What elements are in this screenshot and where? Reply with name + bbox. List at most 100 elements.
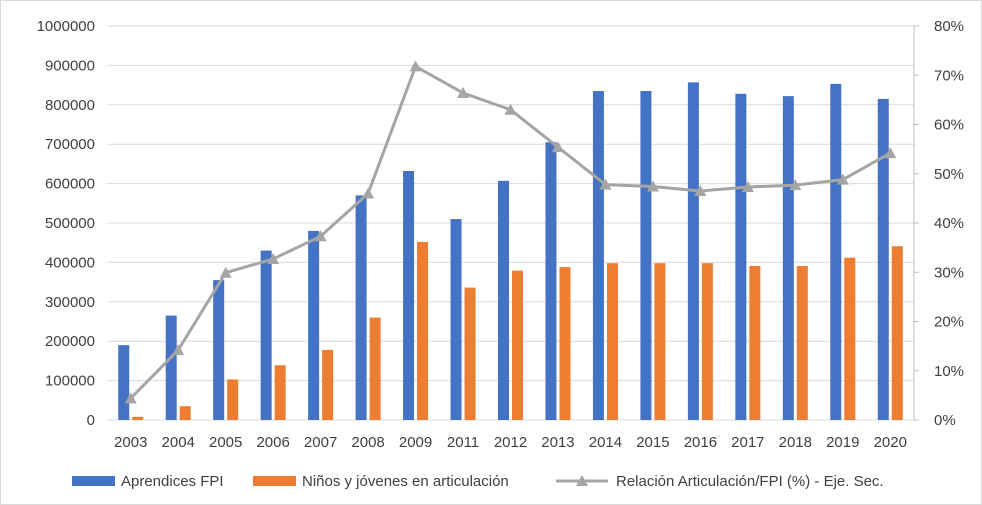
bar [308, 230, 320, 420]
bar [260, 250, 272, 420]
line-point [267, 252, 280, 264]
left-axis-ticks: 0 100000 200000 300000 400000 500000 600000 700… [37, 18, 95, 429]
bar [592, 91, 604, 420]
left-tick-label: 800000 [45, 97, 95, 114]
bar [687, 82, 699, 420]
left-tick-label: 1000000 [37, 18, 95, 35]
bar [545, 142, 557, 421]
bar [227, 379, 239, 420]
bar [213, 280, 225, 420]
left-tick-label: 0 [87, 412, 95, 429]
right-tick-label: 60% [934, 117, 964, 134]
x-tick-label: 2017 [731, 434, 764, 451]
line-point [172, 344, 185, 356]
legend-marker [576, 475, 588, 486]
left-tick-label: 700000 [45, 136, 95, 153]
legend-swatch [253, 476, 296, 486]
line-point [599, 178, 612, 190]
bar [179, 406, 191, 420]
bar [322, 349, 334, 420]
legend: Aprendices FPI Niños y jóvenes en articul… [72, 473, 884, 490]
line-point [741, 181, 754, 193]
bar [640, 91, 652, 420]
bar [512, 270, 523, 420]
line-point [314, 230, 327, 242]
bar [559, 267, 571, 420]
right-tick-label: 70% [934, 67, 964, 84]
right-tick-label: 80% [934, 18, 964, 35]
x-tick-label: 2008 [351, 434, 384, 451]
bar [274, 365, 286, 420]
legend-label: Aprendices FPI [121, 473, 224, 490]
bar [891, 246, 903, 420]
line-point [884, 147, 897, 159]
x-tick-label: 2020 [874, 434, 907, 451]
x-tick-label: 2011 [447, 434, 479, 451]
bar [118, 345, 130, 420]
x-tick-label: 2018 [779, 434, 812, 451]
right-tick-label: 10% [934, 363, 964, 380]
bar [654, 263, 666, 420]
line-point [362, 187, 375, 199]
x-tick-label: 2004 [162, 434, 195, 451]
bar [877, 98, 889, 420]
line-series [124, 60, 897, 404]
left-tick-label: 200000 [45, 333, 95, 350]
x-axis-ticks: 2003 2004 2005 2006 2007 2008 2009 2011 2012 2013… [114, 434, 907, 451]
line-point [551, 141, 564, 153]
bar [369, 317, 381, 420]
x-tick-label: 2003 [114, 434, 147, 451]
left-tick-label: 900000 [45, 57, 95, 74]
right-tick-label: 30% [934, 264, 964, 281]
bar [830, 83, 842, 420]
x-tick-label: 2014 [589, 434, 622, 451]
line-point [836, 173, 849, 185]
left-tick-label: 300000 [45, 294, 95, 311]
right-tick-label: 40% [934, 215, 964, 232]
x-tick-label: 2006 [256, 434, 289, 451]
line-point [504, 103, 517, 115]
bar [606, 263, 618, 420]
left-tick-label: 600000 [45, 176, 95, 193]
legend-swatch [72, 476, 115, 486]
bar [132, 416, 144, 420]
bar [701, 263, 713, 420]
bar [464, 287, 476, 420]
x-tick-label: 2019 [826, 434, 859, 451]
line-point [694, 184, 707, 196]
x-tick-label: 2007 [304, 434, 337, 451]
line-point [789, 179, 802, 191]
bar [844, 257, 856, 420]
bar-series [118, 82, 903, 421]
bar [417, 241, 429, 420]
right-tick-label: 0% [934, 412, 956, 429]
x-tick-label: 2016 [684, 434, 717, 451]
left-tick-label: 100000 [45, 373, 95, 390]
bar [165, 315, 177, 420]
x-tick-label: 2009 [399, 434, 432, 451]
bar [796, 265, 808, 420]
x-tick-label: 2015 [636, 434, 669, 451]
line-point [646, 180, 659, 192]
x-tick-label: 2013 [541, 434, 574, 451]
bar [735, 93, 747, 420]
left-tick-label: 500000 [45, 215, 95, 232]
x-tick-label: 2012 [494, 434, 527, 451]
bar [450, 219, 462, 420]
line-point [124, 392, 137, 404]
bar [498, 180, 509, 420]
left-tick-label: 400000 [45, 254, 95, 271]
bar [749, 265, 761, 420]
line-point [409, 60, 422, 72]
bar [403, 170, 415, 420]
bar [355, 195, 367, 420]
line-point [219, 266, 232, 278]
line-point [457, 86, 470, 98]
legend-label: Niños y jóvenes en articulación [302, 473, 509, 490]
bar [782, 96, 794, 420]
right-tick-label: 50% [934, 166, 964, 183]
right-tick-label: 20% [934, 314, 964, 331]
x-tick-label: 2005 [209, 434, 242, 451]
right-axis-ticks: 0% 10% 20% 30% 40% 50% 60% 70% 80% [914, 18, 964, 429]
